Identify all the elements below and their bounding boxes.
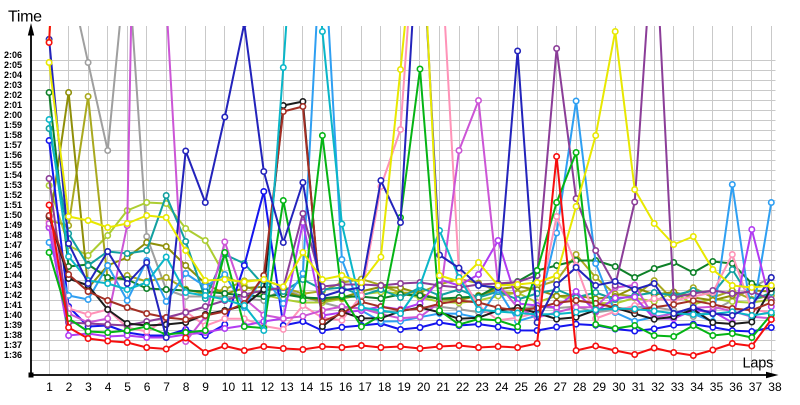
svg-text:29: 29 bbox=[593, 380, 607, 394]
svg-text:1:47: 1:47 bbox=[4, 240, 22, 250]
svg-text:1:56: 1:56 bbox=[4, 150, 22, 160]
svg-text:13: 13 bbox=[280, 380, 294, 394]
svg-text:18: 18 bbox=[378, 380, 392, 394]
svg-text:2:04: 2:04 bbox=[4, 70, 22, 80]
svg-text:1: 1 bbox=[46, 380, 53, 394]
svg-text:3: 3 bbox=[85, 380, 92, 394]
svg-text:22: 22 bbox=[456, 380, 470, 394]
svg-text:1:58: 1:58 bbox=[4, 130, 22, 140]
svg-text:1:45: 1:45 bbox=[4, 260, 22, 270]
svg-text:15: 15 bbox=[319, 380, 333, 394]
svg-text:1:52: 1:52 bbox=[4, 190, 22, 200]
svg-text:12: 12 bbox=[261, 380, 275, 394]
svg-text:4: 4 bbox=[105, 380, 112, 394]
svg-text:1:49: 1:49 bbox=[4, 220, 22, 230]
svg-text:1:36: 1:36 bbox=[4, 350, 22, 360]
svg-text:33: 33 bbox=[671, 380, 685, 394]
svg-text:31: 31 bbox=[632, 380, 646, 394]
svg-text:32: 32 bbox=[651, 380, 665, 394]
svg-text:35: 35 bbox=[710, 380, 724, 394]
svg-text:2:06: 2:06 bbox=[4, 50, 22, 60]
svg-text:24: 24 bbox=[495, 380, 509, 394]
svg-text:1:43: 1:43 bbox=[4, 280, 22, 290]
svg-text:Time: Time bbox=[8, 8, 42, 25]
svg-text:34: 34 bbox=[690, 380, 704, 394]
svg-text:30: 30 bbox=[612, 380, 626, 394]
svg-text:1:53: 1:53 bbox=[4, 180, 22, 190]
svg-text:27: 27 bbox=[554, 380, 568, 394]
svg-text:2:03: 2:03 bbox=[4, 80, 22, 90]
svg-text:37: 37 bbox=[749, 380, 763, 394]
svg-text:1:39: 1:39 bbox=[4, 320, 22, 330]
svg-text:2:05: 2:05 bbox=[4, 60, 22, 70]
svg-text:2:00: 2:00 bbox=[4, 110, 22, 120]
svg-text:11: 11 bbox=[241, 380, 254, 394]
svg-text:14: 14 bbox=[300, 380, 314, 394]
svg-text:2:01: 2:01 bbox=[4, 100, 22, 110]
svg-text:1:37: 1:37 bbox=[4, 340, 22, 350]
svg-text:10: 10 bbox=[222, 380, 236, 394]
svg-text:23: 23 bbox=[476, 380, 490, 394]
svg-text:1:44: 1:44 bbox=[4, 270, 22, 280]
svg-text:2: 2 bbox=[66, 380, 73, 394]
svg-text:20: 20 bbox=[417, 380, 431, 394]
svg-text:7: 7 bbox=[163, 380, 170, 394]
svg-text:8: 8 bbox=[183, 380, 190, 394]
svg-text:1:54: 1:54 bbox=[4, 170, 22, 180]
svg-text:9: 9 bbox=[202, 380, 209, 394]
svg-text:1:38: 1:38 bbox=[4, 330, 22, 340]
svg-text:17: 17 bbox=[358, 380, 372, 394]
svg-text:1:40: 1:40 bbox=[4, 310, 22, 320]
svg-text:36: 36 bbox=[729, 380, 743, 394]
svg-text:21: 21 bbox=[437, 380, 451, 394]
svg-text:25: 25 bbox=[515, 380, 529, 394]
svg-text:1:48: 1:48 bbox=[4, 230, 22, 240]
svg-text:5: 5 bbox=[124, 380, 131, 394]
svg-text:16: 16 bbox=[339, 380, 353, 394]
svg-text:1:42: 1:42 bbox=[4, 290, 22, 300]
svg-text:28: 28 bbox=[573, 380, 587, 394]
svg-text:1:51: 1:51 bbox=[4, 200, 22, 210]
svg-text:1:59: 1:59 bbox=[4, 120, 22, 130]
svg-text:Laps: Laps bbox=[743, 355, 774, 371]
svg-text:2:02: 2:02 bbox=[4, 90, 22, 100]
svg-text:1:55: 1:55 bbox=[4, 160, 22, 170]
svg-text:1:50: 1:50 bbox=[4, 210, 22, 220]
svg-text:1:41: 1:41 bbox=[4, 300, 22, 310]
svg-text:6: 6 bbox=[144, 380, 151, 394]
svg-text:26: 26 bbox=[534, 380, 548, 394]
svg-text:38: 38 bbox=[768, 380, 782, 394]
svg-text:19: 19 bbox=[398, 380, 412, 394]
svg-text:1:46: 1:46 bbox=[4, 250, 22, 260]
svg-text:1:57: 1:57 bbox=[4, 140, 22, 150]
